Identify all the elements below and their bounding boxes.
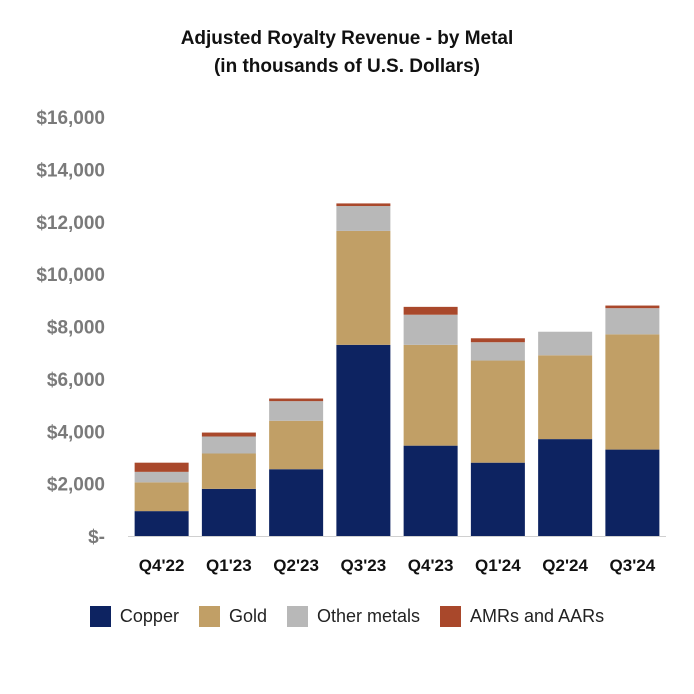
bar-segment-copper xyxy=(605,449,660,536)
bar-segment-amrs-and-aars xyxy=(336,203,391,207)
bar-segment-amrs-and-aars xyxy=(201,432,256,437)
bar-segment-amrs-and-aars xyxy=(403,306,458,315)
bar-segment-other-metals xyxy=(605,308,660,335)
bar-segment-gold xyxy=(605,334,660,450)
y-tick-label: $16,000 xyxy=(36,108,105,129)
bar-segment-other-metals xyxy=(269,401,324,421)
y-tick-label: $8,000 xyxy=(47,318,105,339)
bar-segment-other-metals xyxy=(403,314,458,345)
bar-segment-other-metals xyxy=(538,331,593,356)
x-tick-label: Q4'23 xyxy=(408,556,454,575)
bar-segment-copper xyxy=(201,488,256,536)
legend: Copper Gold Other metals AMRs and AARs xyxy=(0,606,694,627)
legend-item-amrs-aars: AMRs and AARs xyxy=(440,606,604,627)
bar-segment-gold xyxy=(201,453,256,489)
legend-label-amrs-aars: AMRs and AARs xyxy=(470,606,605,626)
y-tick-label: $12,000 xyxy=(36,213,105,234)
y-tick-label: $- xyxy=(88,527,105,548)
y-tick-label: $6,000 xyxy=(47,370,105,391)
bar-segment-copper xyxy=(269,469,324,536)
x-tick-label: Q2'23 xyxy=(273,556,319,575)
bar-segment-copper xyxy=(336,344,391,536)
legend-item-other-metals: Other metals xyxy=(286,606,421,627)
bar-segment-copper xyxy=(538,439,593,536)
bar-segment-gold xyxy=(269,420,324,470)
bar-segment-other-metals xyxy=(201,436,256,454)
legend-item-gold: Gold xyxy=(198,606,267,627)
x-tick-label: Q3'24 xyxy=(610,556,656,575)
bar-segment-gold xyxy=(538,355,593,440)
chart-subtitle: (in thousands of U.S. Dollars) xyxy=(213,56,480,77)
bar-segment-amrs-and-aars xyxy=(134,462,189,472)
x-tick-label: Q3'23 xyxy=(341,556,387,575)
bar-segment-amrs-and-aars xyxy=(470,338,525,343)
y-tick-label: $14,000 xyxy=(36,160,105,181)
bar-segment-gold xyxy=(403,344,458,446)
bar-segment-copper xyxy=(403,445,458,536)
x-tick-label: Q1'24 xyxy=(475,556,521,575)
y-tick-label: $4,000 xyxy=(47,422,105,443)
bar-segment-gold xyxy=(336,230,391,345)
legend-swatch-amrs-aars xyxy=(440,606,462,627)
legend-swatch-copper xyxy=(89,606,111,627)
chart-title: Adjusted Royalty Revenue - by Metal xyxy=(180,28,514,49)
x-tick-label: Q2'24 xyxy=(542,556,588,575)
bar-segment-gold xyxy=(470,360,525,463)
legend-item-copper: Copper xyxy=(89,606,179,627)
legend-swatch-other-metals xyxy=(286,606,308,627)
legend-label-other-metals: Other metals xyxy=(316,606,421,626)
bar-segment-other-metals xyxy=(134,471,189,483)
x-tick-label: Q1'23 xyxy=(206,556,252,575)
bar-segment-other-metals xyxy=(470,342,525,361)
bar-segment-other-metals xyxy=(336,206,391,231)
bar-segment-copper xyxy=(134,511,189,536)
legend-label-copper: Copper xyxy=(119,606,179,626)
bar-segment-amrs-and-aars xyxy=(605,305,660,309)
x-tick-label: Q4'22 xyxy=(139,556,185,575)
legend-swatch-gold xyxy=(198,606,220,627)
bar-segment-amrs-and-aars xyxy=(269,398,324,402)
bar-segment-copper xyxy=(470,462,525,536)
y-tick-label: $2,000 xyxy=(47,475,105,496)
legend-label-gold: Gold xyxy=(228,606,267,626)
y-tick-label: $10,000 xyxy=(36,265,105,286)
bar-segment-gold xyxy=(134,482,189,512)
